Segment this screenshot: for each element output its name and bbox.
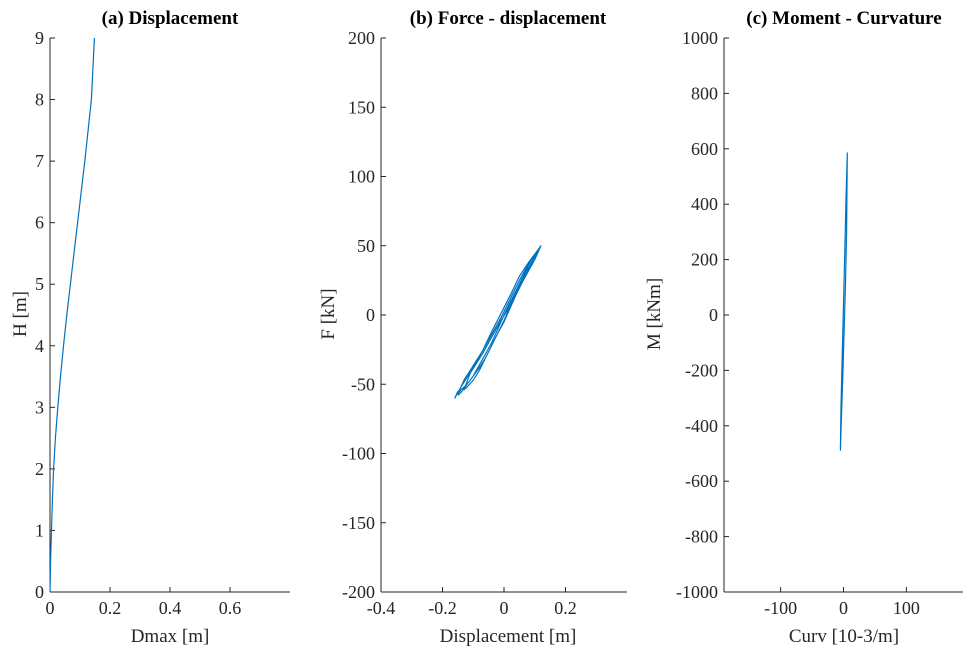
- chart-c-ytick-label: -800: [685, 527, 718, 547]
- chart-b-ytick-label: -50: [351, 374, 375, 394]
- chart-b-title: (b) Force - displacement: [410, 8, 607, 29]
- chart-c-xtick-label: -100: [764, 598, 797, 618]
- chart-b-xtick-label: -0.2: [428, 598, 457, 618]
- chart-c: (c) Moment - Curvature -100 0 100 -1000-80…: [644, 8, 963, 647]
- chart-b-xtick-label: 0: [500, 598, 509, 618]
- chart-a-xtick-label: 0.2: [99, 598, 122, 618]
- chart-c-series: [839, 152, 848, 451]
- chart-c-ytick-label: -200: [685, 360, 718, 380]
- chart-a-yticks: 0 1 2 3 4 5 6 7 8 9: [35, 28, 55, 602]
- chart-a-ylabel: H [m]: [10, 291, 31, 337]
- chart-b-ytick-label: 50: [357, 236, 375, 256]
- chart-b-ytick-label: -200: [342, 582, 375, 602]
- chart-c-ytick-label: -600: [685, 471, 718, 491]
- chart-b-ytick-label: -100: [342, 444, 375, 464]
- chart-c-series-line: [839, 152, 848, 451]
- chart-b-ytick-label: 0: [366, 305, 375, 325]
- chart-b-ylabel: F [kN]: [318, 288, 339, 339]
- chart-b-xlabel: Displacement [m]: [440, 626, 577, 647]
- chart-a-xtick-label: 0: [46, 598, 55, 618]
- chart-a-ytick-label: 2: [35, 459, 44, 479]
- chart-b-ytick-label: 200: [348, 28, 375, 48]
- chart-b-yticks: -200 -150 -100 -50 0 50 100 150 200: [342, 28, 386, 602]
- chart-a-ytick-label: 3: [35, 397, 44, 417]
- chart-c-ylabel: M [kNm]: [644, 278, 665, 350]
- chart-a-ytick-label: 4: [35, 336, 44, 356]
- chart-c-ytick-label: 0: [709, 305, 718, 325]
- chart-a-ytick-label: 0: [35, 582, 44, 602]
- chart-b: (b) Force - displacement -0.4 -0.2 0 0.2 -2…: [318, 8, 627, 647]
- chart-a-ytick-label: 5: [35, 274, 44, 294]
- chart-a-xticks: 0 0.2 0.4 0.6: [46, 587, 242, 618]
- chart-a-xtick-label: 0.4: [159, 598, 182, 618]
- chart-b-xtick-label: -0.4: [367, 598, 396, 618]
- chart-b-series-line: [454, 245, 542, 399]
- chart-c-ytick-label: 600: [691, 139, 718, 159]
- chart-c-ytick-label: -1000: [676, 582, 718, 602]
- chart-b-ytick-label: 150: [348, 97, 375, 117]
- chart-c-xtick-label: 100: [893, 598, 920, 618]
- chart-b-xtick-label: 0.2: [554, 598, 577, 618]
- chart-c-title: (c) Moment - Curvature: [746, 8, 941, 29]
- chart-b-xticks: -0.4 -0.2 0 0.2: [367, 587, 577, 618]
- chart-a-series-line: [49, 37, 95, 593]
- chart-c-ytick-label: 400: [691, 194, 718, 214]
- chart-a-ytick-label: 1: [35, 520, 44, 540]
- chart-c-xtick-label: 0: [839, 598, 848, 618]
- chart-a-title: (a) Displacement: [102, 8, 239, 29]
- chart-a-xtick-label: 0.6: [219, 598, 242, 618]
- chart-c-ytick-label: 200: [691, 250, 718, 270]
- chart-c-xticks: -100 0 100: [764, 587, 920, 618]
- chart-c-ytick-label: 800: [691, 83, 718, 103]
- chart-a-ytick-label: 6: [35, 213, 44, 233]
- chart-b-ytick-label: -150: [342, 513, 375, 533]
- chart-c-ytick-label: -400: [685, 416, 718, 436]
- chart-a-ytick-label: 8: [35, 90, 44, 110]
- chart-c-xlabel: Curv [10-3/m]: [789, 626, 899, 647]
- chart-b-ytick-label: 100: [348, 167, 375, 187]
- chart-a: (a) Displacement 0 0.2 0.4 0.6 0 1 2 3 4 5 6 7 8 9 D…: [10, 8, 290, 647]
- chart-a-ytick-label: 9: [35, 28, 44, 48]
- chart-a-ytick-label: 7: [35, 151, 44, 171]
- chart-c-yticks: -1000 -800 -600 -400 -200 0 200 400 600 800 1000: [676, 28, 729, 602]
- chart-c-ytick-label: 1000: [682, 28, 718, 48]
- chart-b-series: [454, 245, 542, 399]
- chart-a-series: [49, 37, 95, 593]
- chart-a-xlabel: Dmax [m]: [131, 626, 210, 647]
- chart-a-axes: [49, 38, 290, 593]
